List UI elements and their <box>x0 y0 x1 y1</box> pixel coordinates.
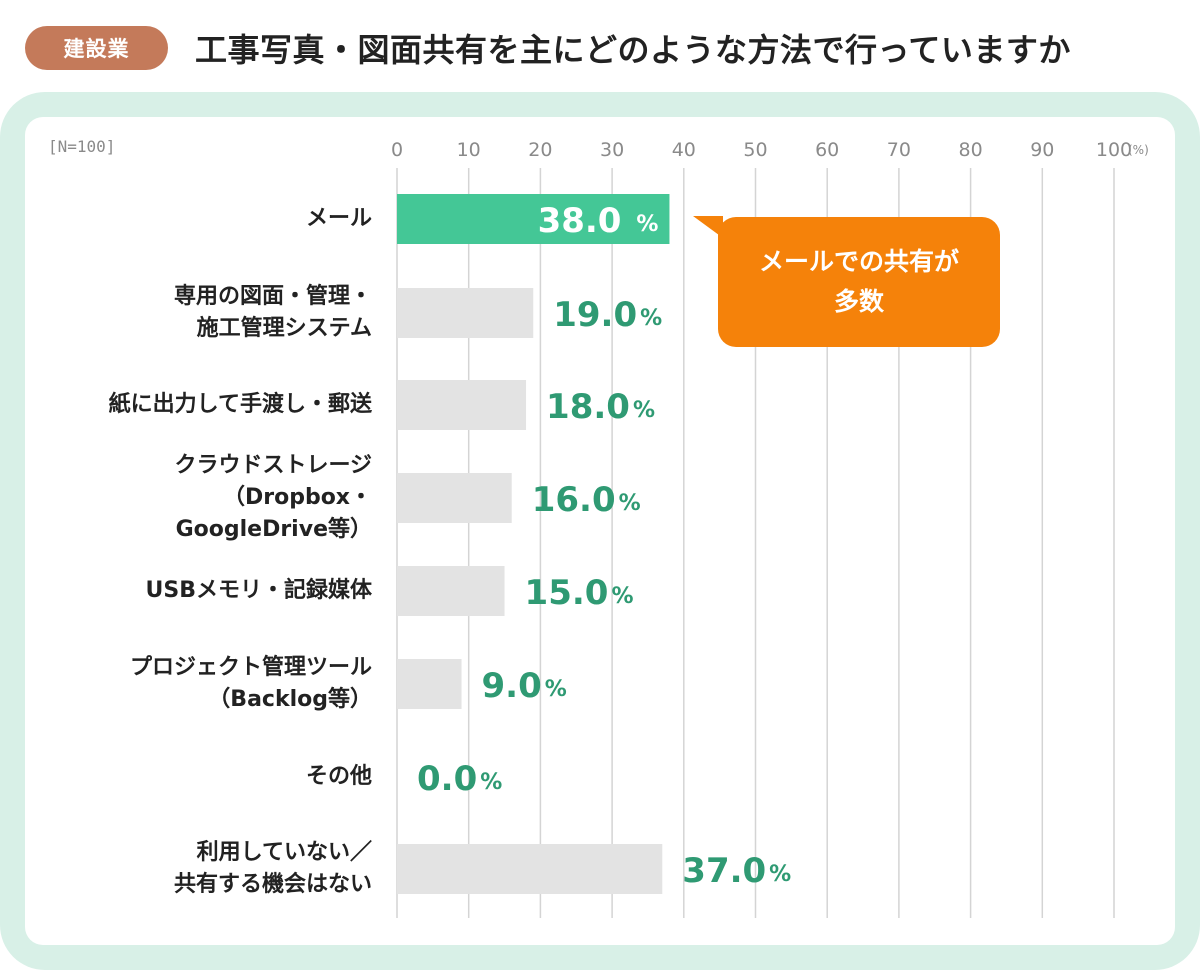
value-percent-sign: % <box>619 491 641 516</box>
industry-badge: 建設業 <box>25 26 168 70</box>
x-tick-label: 60 <box>815 139 839 161</box>
category-label-line: USBメモリ・記録媒体 <box>145 578 372 604</box>
category-label-line: （Dropbox・ <box>222 485 372 511</box>
category-label: 紙に出力して手渡し・郵送 <box>12 389 372 421</box>
bar <box>397 844 663 894</box>
value-label: 15.0 <box>525 573 609 613</box>
x-tick-label: 40 <box>672 139 696 161</box>
callout-line-1: メールでの共有が <box>758 247 959 276</box>
value-percent-sign: % <box>633 398 655 423</box>
value-label: 37.0 <box>682 851 766 891</box>
category-label-line: 利用していない／ <box>196 840 372 866</box>
category-label: メール <box>12 203 372 235</box>
category-label-line: GoogleDrive等） <box>175 516 372 542</box>
sample-size-label: [N=100] <box>48 137 116 156</box>
category-label-line: その他 <box>305 764 372 790</box>
x-unit-label: (%) <box>1128 143 1149 157</box>
x-tick-label: 70 <box>887 139 911 161</box>
category-label-line: 施工管理システム <box>196 315 372 341</box>
chart-title: 工事写真・図面共有を主にどのような方法で行っていますか <box>195 31 1071 69</box>
x-tick-label: 0 <box>391 139 403 161</box>
callout-tail <box>693 216 723 238</box>
value-label: 38.0 <box>538 201 622 241</box>
bar <box>397 659 462 709</box>
callout-box: メールでの共有が 多数 <box>718 217 1000 347</box>
x-tick-label: 20 <box>528 139 552 161</box>
bar <box>397 288 534 338</box>
bar <box>397 380 527 430</box>
value-percent-sign: % <box>545 677 567 702</box>
category-label-line: 共有する機会はない <box>173 871 372 897</box>
callout-line-2: 多数 <box>833 287 884 316</box>
category-label: 専用の図面・管理・施工管理システム <box>12 281 372 345</box>
category-label-line: プロジェクト管理ツール <box>129 655 372 681</box>
category-label-line: （Backlog等） <box>208 686 372 712</box>
value-label: 19.0 <box>553 295 637 335</box>
value-percent-sign: % <box>640 306 662 331</box>
x-tick-label: 30 <box>600 139 624 161</box>
category-label-line: 専用の図面・管理・ <box>173 284 372 310</box>
x-tick-label: 80 <box>959 139 983 161</box>
x-tick-label: 100 <box>1096 139 1132 161</box>
x-tick-label: 10 <box>457 139 481 161</box>
category-label: その他 <box>12 761 372 793</box>
bar <box>397 473 512 523</box>
value-label: 18.0 <box>546 387 630 427</box>
value-label: 16.0 <box>532 480 616 520</box>
category-label-line: メール <box>305 206 372 232</box>
value-percent-sign: % <box>769 862 791 887</box>
category-label: USBメモリ・記録媒体 <box>12 575 372 607</box>
value-percent-sign: % <box>611 584 633 609</box>
value-percent-sign: % <box>636 212 658 237</box>
category-label-line: クラウドストレージ <box>174 453 372 479</box>
x-tick-label: 50 <box>743 139 767 161</box>
category-label: プロジェクト管理ツール （Backlog等） <box>12 652 372 716</box>
x-tick-label: 90 <box>1030 139 1054 161</box>
category-label-line: 紙に出力して手渡し・郵送 <box>108 392 372 418</box>
value-percent-sign: % <box>480 770 502 795</box>
bar <box>397 194 670 244</box>
bar <box>397 566 505 616</box>
value-label: 0.0 <box>417 759 477 799</box>
category-label: 利用していない／ 共有する機会はない <box>12 837 372 901</box>
category-label: クラウドストレージ （Dropbox・ GoogleDrive等） <box>12 450 372 546</box>
value-label: 9.0 <box>482 666 542 706</box>
